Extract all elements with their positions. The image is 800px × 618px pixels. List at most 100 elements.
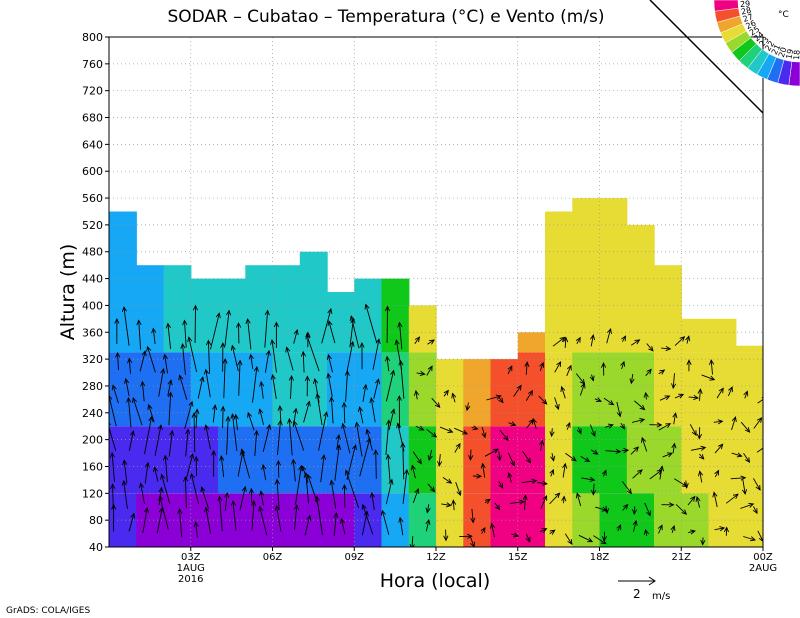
wind-arrowhead — [351, 444, 357, 451]
plot-area — [108, 36, 764, 548]
y-tick-label: 400 — [82, 299, 103, 312]
wind-arrowhead — [323, 411, 329, 418]
wind-arrow — [128, 513, 135, 532]
wind-arrow — [144, 462, 149, 484]
wind-arrowhead — [258, 408, 264, 415]
wind-arrow — [365, 304, 378, 343]
wind-arrow — [579, 383, 585, 396]
wind-arrowhead — [608, 400, 615, 406]
wind-arrow — [345, 371, 348, 402]
wind-arrowhead — [589, 375, 595, 382]
wind-arrow — [757, 530, 763, 542]
wind-arrow — [454, 443, 461, 453]
wind-arrow — [675, 504, 687, 515]
wind-arrow — [578, 534, 593, 543]
wind-arrow — [158, 368, 164, 397]
wind-arrow — [730, 477, 746, 480]
wind-arrow — [123, 460, 128, 484]
wind-arrowhead — [665, 346, 672, 352]
temperature-cell — [626, 352, 655, 427]
wind-arrowhead — [758, 536, 763, 542]
wind-arrowhead — [398, 359, 404, 366]
wind-arrowhead — [111, 503, 117, 510]
wind-arrow — [481, 426, 486, 438]
wind-arrow — [742, 479, 746, 495]
wind-arrowhead — [516, 384, 522, 391]
wind-arrow — [486, 395, 501, 401]
wind-arrow — [226, 416, 229, 455]
wind-arrowhead — [451, 499, 457, 506]
wind-arrowhead — [158, 495, 164, 502]
wind-arrowhead — [579, 378, 586, 385]
wind-arrowhead — [679, 336, 686, 342]
temperature-cell — [517, 352, 546, 427]
y-tick-label: 480 — [82, 246, 103, 259]
temperature-cell — [572, 493, 601, 547]
wind-arrow — [302, 466, 309, 483]
wind-arrow — [427, 339, 435, 345]
wind-arrowhead — [373, 449, 379, 456]
wind-arrow — [415, 425, 424, 431]
wind-arrowhead — [748, 502, 755, 508]
y-tick-label: 200 — [82, 434, 103, 447]
wind-arrow — [482, 463, 486, 478]
wind-arrow — [279, 406, 282, 423]
colorbar-label: 27 — [742, 12, 755, 24]
wind-arrowhead — [288, 374, 295, 381]
wind-arrowhead — [388, 478, 394, 485]
wind-arrow — [540, 440, 543, 452]
wind-arrow — [154, 425, 162, 456]
wind-arrowhead — [648, 345, 654, 352]
wind-arrowhead — [397, 321, 403, 328]
wind-arrowhead — [524, 361, 530, 368]
wind-arrowhead — [230, 413, 236, 420]
wind-arrowhead — [189, 472, 195, 479]
wind-arrowhead — [130, 512, 136, 519]
wind-arrowhead — [741, 489, 748, 496]
wind-arrowhead — [384, 305, 391, 312]
temperature-cell — [654, 265, 682, 353]
wind-arrowhead — [357, 406, 363, 413]
wind-arrowhead — [419, 370, 426, 377]
temperature-cell — [327, 352, 355, 427]
wind-arrowhead — [312, 377, 319, 385]
wind-arrow — [498, 481, 504, 489]
wind-arrowhead — [554, 404, 560, 411]
wind-arrowhead — [380, 509, 386, 516]
wind-arrow — [532, 418, 537, 429]
wind-arrowhead — [671, 442, 677, 449]
wind-arrowhead — [169, 429, 175, 436]
temperature-cell — [490, 359, 519, 427]
wind-arrow — [633, 506, 636, 515]
temperature-cell — [681, 426, 710, 494]
wind-arrow — [205, 425, 211, 450]
wind-arrowhead — [121, 306, 127, 313]
wind-arrow — [563, 496, 565, 504]
wind-arrowhead — [292, 420, 298, 427]
wind-reference-arrowhead — [648, 576, 656, 586]
wind-arrow — [714, 470, 720, 478]
wind-arrow — [193, 413, 196, 453]
wind-arrowhead — [212, 404, 218, 411]
wind-arrowhead — [219, 455, 225, 462]
wind-arrowhead — [472, 425, 479, 431]
wind-arrow — [251, 501, 255, 531]
wind-arrowhead — [616, 524, 622, 531]
wind-arrow — [713, 420, 723, 423]
wind-arrow — [686, 336, 690, 344]
wind-arrowhead — [240, 448, 246, 455]
wind-arrowhead — [740, 475, 747, 481]
wind-arrow — [362, 384, 367, 402]
temperature-cell — [354, 278, 383, 353]
wind-arrowhead — [115, 351, 121, 358]
wind-arrowhead — [194, 408, 200, 415]
wind-arrow — [438, 454, 441, 466]
wind-arrow — [416, 372, 425, 375]
wind-arrowhead — [114, 317, 120, 324]
wind-arrowhead — [233, 413, 239, 420]
y-tick-label: 320 — [82, 353, 103, 366]
wind-arrowhead — [291, 458, 297, 465]
wind-arrowhead — [220, 342, 226, 348]
wind-arrowhead — [697, 470, 704, 477]
